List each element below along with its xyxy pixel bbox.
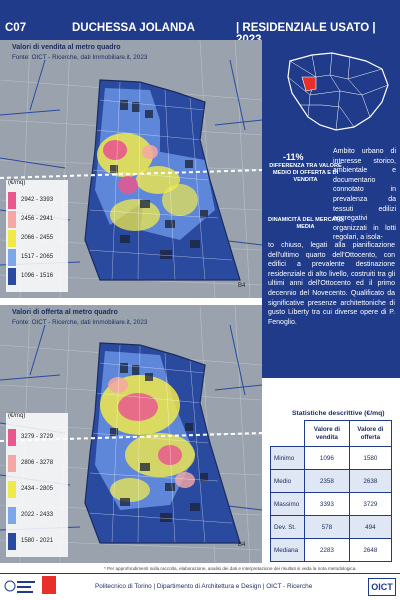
sale-legend-item: 1517 - 2065 xyxy=(8,249,66,266)
legend-swatch xyxy=(8,429,16,446)
sale-legend-unit: (€/mq) xyxy=(8,180,26,186)
legend-label: 1517 - 2065 xyxy=(21,254,54,260)
table-row: Medio 2358 2638 xyxy=(270,469,393,493)
row-label: Dev. St. xyxy=(270,515,305,539)
legend-swatch xyxy=(8,211,16,228)
footer-credits: Politecnico di Torino | Dipartimento di … xyxy=(95,583,313,590)
sale-value: 3393 xyxy=(304,492,350,516)
sale-map-source: Fonte: OICT - Ricerche, dati Immobiliare… xyxy=(12,54,148,61)
sale-legend-item: 2456 - 2941 xyxy=(8,211,66,228)
stats-header-offer: Valore di offerta xyxy=(348,420,393,447)
sale-map-road-label: B4 xyxy=(238,283,246,289)
offer-value: 1580 xyxy=(348,446,393,470)
stats-header-blank xyxy=(270,420,305,447)
legend-swatch xyxy=(8,481,16,498)
sale-map-title: Valori di vendita al metro quadro xyxy=(12,44,121,51)
offer-legend-item: 3279 - 3729 xyxy=(8,429,66,446)
row-label: Massimo xyxy=(270,492,305,516)
footer-divider xyxy=(0,573,400,574)
table-row: Minimo 1096 1580 xyxy=(270,446,393,470)
legend-label: 2066 - 2455 xyxy=(21,235,54,241)
table-row: Mediana 2283 2648 xyxy=(270,538,393,562)
zone-code: C07 xyxy=(5,22,27,34)
offer-map-title: Valori di offerta al metro quadro xyxy=(12,309,118,316)
zone-description-end: to chiuso, legati alla pianificazione de… xyxy=(268,242,395,326)
sale-value: 578 xyxy=(304,515,350,539)
legend-label: 2942 - 3393 xyxy=(21,197,54,203)
row-label: Medio xyxy=(270,469,305,493)
zone-name: DUCHESSA JOLANDA xyxy=(72,22,195,34)
table-row: Massimo 3393 3729 xyxy=(270,492,393,516)
sale-value: 2358 xyxy=(304,469,350,493)
stats-header-sale: Valore di vendita xyxy=(304,420,350,447)
legend-label: 1580 - 2021 xyxy=(21,538,54,544)
offer-legend-item: 2022 - 2433 xyxy=(8,507,66,524)
department-logo xyxy=(42,576,56,594)
offer-legend-item: 2434 - 2805 xyxy=(8,481,66,498)
stats-table-title: Statistiche descrittive (€/mq) xyxy=(292,410,385,417)
legend-swatch xyxy=(8,455,16,472)
difference-percentage: -11% xyxy=(283,152,304,162)
sale-map-graphic xyxy=(0,40,262,298)
offer-legend-item: 2806 - 3278 xyxy=(8,455,66,472)
oict-logo: OICT xyxy=(368,578,396,596)
sale-values-map: Valori di vendita al metro quadro Fonte:… xyxy=(0,40,262,298)
stats-table: Valore di vendita Valore di offerta Mini… xyxy=(270,420,393,562)
sale-value: 1096 xyxy=(304,446,350,470)
difference-label: DIFFERENZA TRA VALORE MEDIO DI OFFERTA E… xyxy=(269,163,342,183)
offer-value: 2648 xyxy=(348,538,393,562)
legend-swatch xyxy=(8,533,16,550)
row-label: Mediana xyxy=(270,538,305,562)
offer-value: 494 xyxy=(348,515,393,539)
offer-legend: (€/mq) 3279 - 3729 2806 - 3278 2434 - 28… xyxy=(6,413,68,557)
offer-map-road-label: B4 xyxy=(238,542,246,548)
offer-legend-item: 1580 - 2021 xyxy=(8,533,66,550)
offer-legend-unit: (€/mq) xyxy=(8,413,26,419)
legend-swatch xyxy=(8,230,16,247)
offer-value: 3729 xyxy=(348,492,393,516)
zone-description-start: Ambito urbano di interesse storico, ambi… xyxy=(333,148,396,242)
sale-legend-item: 2942 - 3393 xyxy=(8,192,66,209)
page-header: C07 DUCHESSA JOLANDA | RESIDENZIALE USAT… xyxy=(0,0,400,46)
legend-swatch xyxy=(8,507,16,524)
sale-legend-item: 1096 - 1516 xyxy=(8,268,66,285)
sale-legend-item: 2066 - 2455 xyxy=(8,230,66,247)
legend-label: 2456 - 2941 xyxy=(21,216,54,222)
sale-value: 2283 xyxy=(304,538,350,562)
table-row: Dev. St. 578 494 xyxy=(270,515,393,539)
methodology-footnote: * Per approfondimenti sulla raccolta, el… xyxy=(104,566,357,571)
city-inset-map xyxy=(287,52,389,131)
legend-swatch xyxy=(8,268,16,285)
offer-values-map: Valori di offerta al metro quadro Fonte:… xyxy=(0,305,262,563)
market-dynamics-label: DINAMICITÀ DEL MERCATO MEDIA xyxy=(268,217,343,230)
highlighted-zone xyxy=(301,76,317,92)
legend-label: 2434 - 2805 xyxy=(21,486,54,492)
row-label: Minimo xyxy=(270,446,305,470)
description-panel xyxy=(262,40,400,378)
legend-label: 2806 - 3278 xyxy=(21,460,54,466)
legend-label: 2022 - 2433 xyxy=(21,512,54,518)
sale-legend: (€/mq) 2942 - 3393 2456 - 2941 2066 - 24… xyxy=(6,180,68,292)
legend-swatch xyxy=(8,192,16,209)
legend-label: 1096 - 1516 xyxy=(21,273,54,279)
polito-logo xyxy=(4,580,35,593)
offer-map-source: Fonte: OICT - Ricerche, dati Immobiliare… xyxy=(12,319,148,326)
legend-label: 3279 - 3729 xyxy=(21,434,54,440)
legend-swatch xyxy=(8,249,16,266)
offer-value: 2638 xyxy=(348,469,393,493)
